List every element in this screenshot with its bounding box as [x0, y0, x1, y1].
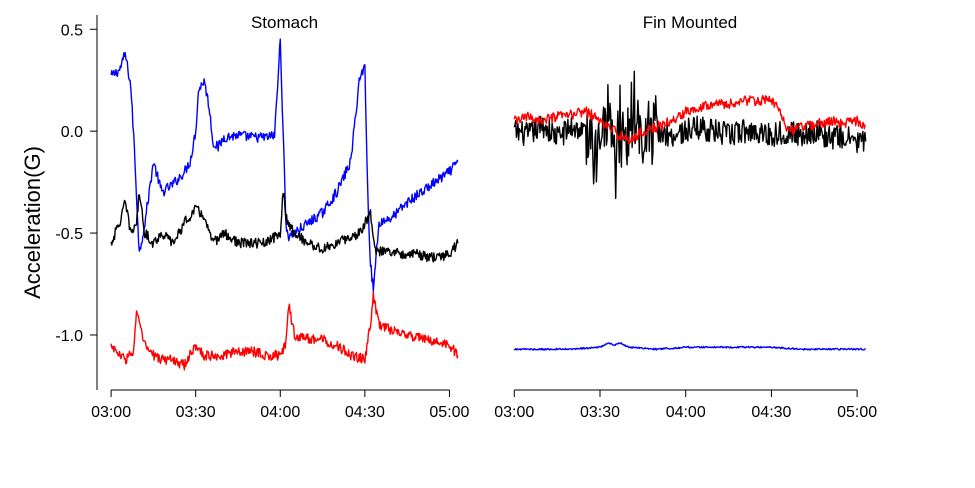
- series-line-2: [110, 192, 459, 263]
- y-tick-label: 0.0: [61, 124, 83, 141]
- series-line-2: [513, 94, 866, 145]
- y-tick-label: 0.5: [61, 22, 83, 39]
- x-tick-label: 05:00: [837, 404, 877, 421]
- series-line-1: [110, 38, 459, 292]
- x-tick-label: 04:00: [260, 404, 300, 421]
- y-tick-label: -0.5: [55, 226, 83, 243]
- y-tick-label: -1.0: [55, 328, 83, 345]
- x-tick-label: 03:30: [580, 404, 620, 421]
- y-axis-label: Acceleration(G): [20, 146, 45, 299]
- chart-panel-2: Fin Mounted 03:00 03:30 04:00 04:30 05:00: [494, 13, 877, 421]
- x-tick-label: 04:30: [345, 404, 385, 421]
- x-tick-label: 04:30: [751, 404, 791, 421]
- x-tick-label: 03:00: [91, 404, 131, 421]
- x-tick-label: 04:00: [666, 404, 706, 421]
- panel-title: Fin Mounted: [643, 13, 738, 32]
- series-line-3: [513, 342, 866, 351]
- series-line-1: [513, 70, 867, 200]
- x-tick-label: 05:00: [429, 404, 469, 421]
- chart-panel-1: Stomach 03:00 03:30 04:00 04:30 05:00 0.5 0.0 -0…: [20, 13, 470, 421]
- x-tick-label: 03:30: [176, 404, 216, 421]
- panel-title: Stomach: [251, 13, 318, 32]
- x-tick-label: 03:00: [494, 404, 534, 421]
- series-line-3: [110, 291, 459, 371]
